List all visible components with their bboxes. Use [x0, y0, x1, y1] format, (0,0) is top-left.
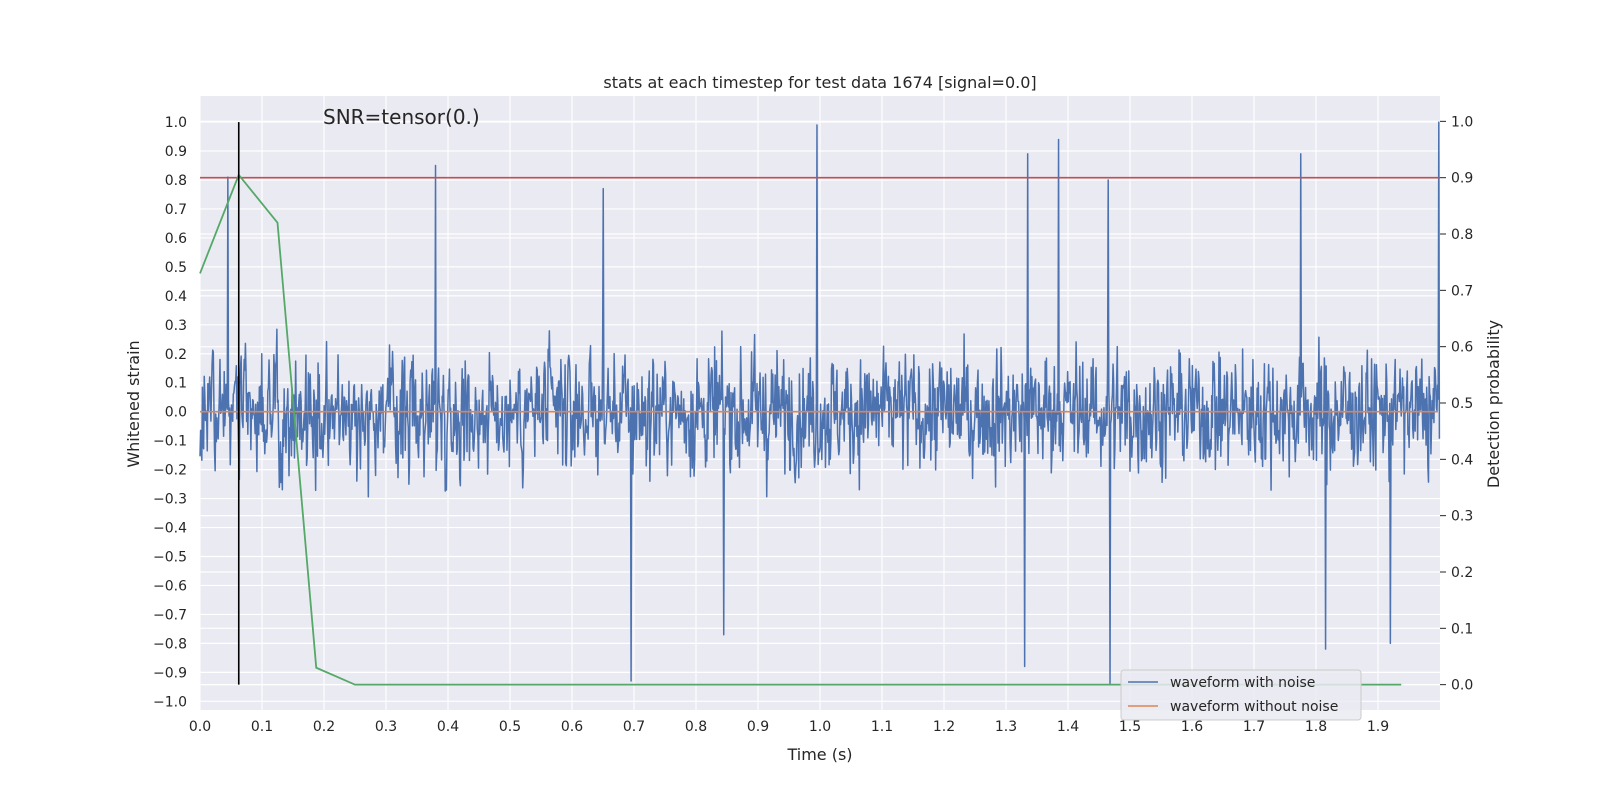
- x-tick-label: 1.1: [871, 719, 893, 735]
- legend: waveform with noise waveform without noi…: [1120, 669, 1362, 721]
- y-left-tick-label: 0.2: [165, 347, 187, 363]
- chart-title: stats at each timestep for test data 167…: [603, 73, 1036, 92]
- y-left-tick-label: −0.3: [153, 492, 187, 508]
- y-left-tick-label: −0.7: [153, 607, 187, 623]
- y-right-tick-label: 0.7: [1451, 283, 1473, 299]
- y-left-tick-label: 0.3: [165, 318, 187, 334]
- y-left-tick-label: 0.7: [165, 202, 187, 218]
- y-left-tick-label: 1.0: [165, 115, 187, 131]
- y-left-tick-label: 0.4: [165, 289, 187, 305]
- x-tick-label: 1.9: [1367, 719, 1389, 735]
- legend-label-clean: waveform without noise: [1170, 699, 1338, 715]
- x-tick-label: 0.4: [437, 719, 459, 735]
- y-left-tick-label: −0.9: [153, 665, 187, 681]
- y-right-tick-label: 0.9: [1451, 171, 1473, 187]
- y-right-tick-label: 0.6: [1451, 340, 1473, 356]
- y-left-tick-label: −0.5: [153, 550, 187, 566]
- y-right-axis-label: Detection probability: [1484, 320, 1503, 488]
- x-tick-label: 0.1: [251, 719, 273, 735]
- y-right-tick-label: 0.3: [1451, 509, 1473, 525]
- x-tick-label: 0.7: [623, 719, 645, 735]
- y-right-tick-label: 0.8: [1451, 227, 1473, 243]
- y-right-tick-label: 0.1: [1451, 621, 1473, 637]
- x-axis-label: Time (s): [786, 745, 852, 764]
- y-left-tick-label: 0.5: [165, 260, 187, 276]
- x-tick-label: 0.0: [189, 719, 211, 735]
- x-tick-label: 1.6: [1181, 719, 1203, 735]
- x-tick-label: 0.6: [561, 719, 583, 735]
- x-tick-label: 0.8: [685, 719, 707, 735]
- y-left-tick-label: −0.4: [153, 521, 187, 537]
- x-tick-label: 1.7: [1243, 719, 1265, 735]
- y-left-tick-label: 0.1: [165, 376, 187, 392]
- series-layer: [199, 121, 1441, 686]
- legend-box: [1120, 669, 1362, 721]
- x-tick-labels: 0.0 0.1 0.2 0.3 0.4 0.5 0.6 0.7 0.8 0.9 1.0 1.1 1.2 1…: [189, 719, 1389, 735]
- y-right-tick-label: 0.0: [1451, 678, 1473, 694]
- y-left-tick-label: 0.0: [165, 405, 187, 421]
- x-tick-label: 1.0: [809, 719, 831, 735]
- y-right-tick-label: 1.0: [1451, 114, 1473, 130]
- y-left-tick-label: −0.2: [153, 463, 187, 479]
- y-left-tick-label: −0.1: [153, 434, 187, 450]
- y-left-tick-label: 0.8: [165, 173, 187, 189]
- y-right-tick-label: 0.5: [1451, 396, 1473, 412]
- y-left-tick-label: −0.6: [153, 578, 187, 594]
- y-right-tick-labels: 1.0 0.9 0.8 0.7 0.6 0.5 0.4 0.3 0.2 0.1 0.0: [1440, 114, 1473, 694]
- x-tick-label: 1.5: [1119, 719, 1141, 735]
- snr-annotation: SNR=tensor(0.): [323, 105, 480, 129]
- x-tick-label: 1.2: [933, 719, 955, 735]
- x-tick-label: 0.5: [499, 719, 521, 735]
- y-left-tick-labels: 1.0 0.9 0.8 0.7 0.6 0.5 0.4 0.3 0.2 0.1 0.0 −0.1 −0.…: [153, 115, 187, 710]
- x-tick-label: 1.3: [995, 719, 1017, 735]
- x-tick-label: 1.8: [1305, 719, 1327, 735]
- legend-label-noise: waveform with noise: [1170, 675, 1315, 691]
- x-tick-label: 1.4: [1057, 719, 1079, 735]
- y-right-tick-label: 0.2: [1451, 565, 1473, 581]
- y-left-tick-label: −1.0: [153, 694, 187, 710]
- x-tick-label: 0.9: [747, 719, 769, 735]
- y-left-tick-label: 0.6: [165, 231, 187, 247]
- y-right-tick-label: 0.4: [1451, 452, 1473, 468]
- y-left-tick-label: 0.9: [165, 144, 187, 160]
- y-left-axis-label: Whitened strain: [124, 340, 143, 467]
- x-tick-label: 0.2: [313, 719, 335, 735]
- x-tick-label: 0.3: [375, 719, 397, 735]
- y-left-tick-label: −0.8: [153, 636, 187, 652]
